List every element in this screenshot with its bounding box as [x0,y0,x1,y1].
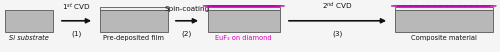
Circle shape [234,5,248,7]
Bar [100,10,168,32]
Circle shape [244,5,258,7]
Circle shape [239,5,253,7]
Circle shape [410,5,424,7]
Circle shape [391,5,405,7]
Text: (2): (2) [182,30,192,37]
Circle shape [482,5,496,7]
Text: Spin-coating: Spin-coating [164,6,210,12]
Circle shape [252,5,266,7]
Text: (1): (1) [72,30,82,37]
Text: Composite material: Composite material [411,35,476,41]
Circle shape [470,5,484,7]
Circle shape [248,5,262,7]
Circle shape [216,5,230,7]
Text: Pre-deposited film: Pre-deposited film [104,35,164,41]
Circle shape [434,5,448,7]
Bar [5,10,52,32]
Text: 1$^{st}$ CVD: 1$^{st}$ CVD [62,1,91,12]
Bar [208,10,280,32]
Circle shape [416,5,430,7]
Bar [100,6,168,10]
Circle shape [422,5,436,7]
Circle shape [446,5,460,7]
Circle shape [397,5,411,7]
Text: EuF₃ on diamond: EuF₃ on diamond [216,35,272,41]
Bar [395,6,492,10]
Circle shape [203,5,217,7]
Circle shape [262,5,276,7]
Bar [208,6,280,10]
Text: 2$^{nd}$ CVD: 2$^{nd}$ CVD [322,1,353,12]
Circle shape [440,5,454,7]
Circle shape [212,5,226,7]
Circle shape [458,5,472,7]
Circle shape [266,5,280,7]
Text: (3): (3) [332,30,342,37]
Circle shape [452,5,466,7]
Circle shape [464,5,478,7]
Circle shape [428,5,442,7]
Circle shape [208,5,222,7]
Circle shape [270,5,284,7]
Circle shape [476,5,490,7]
Circle shape [221,5,235,7]
Circle shape [257,5,271,7]
Circle shape [403,5,417,7]
Circle shape [226,5,239,7]
Circle shape [230,5,244,7]
Bar [395,10,492,32]
Text: Si substrate: Si substrate [9,35,48,41]
